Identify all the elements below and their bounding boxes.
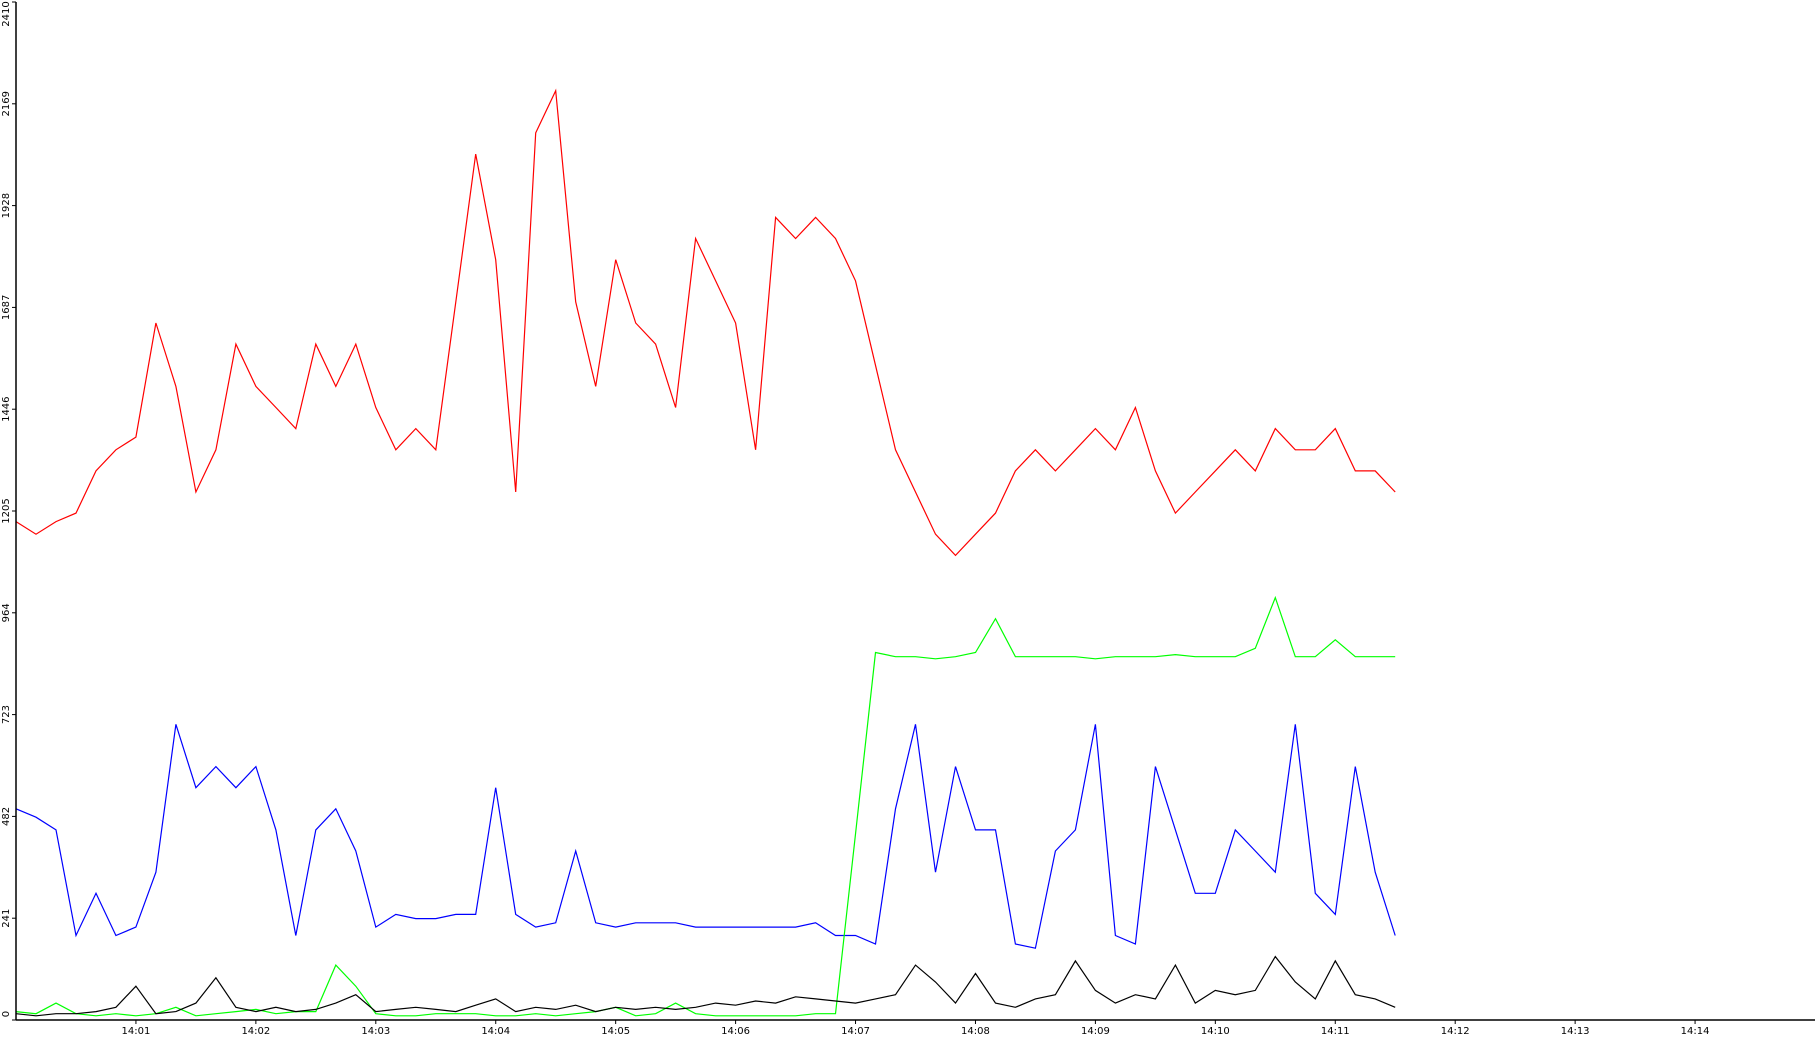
series-line	[15, 88, 1396, 557]
x-tick-label: 14:07	[841, 1026, 870, 1037]
x-tick-label: 14:05	[601, 1026, 630, 1037]
series-line	[15, 724, 1396, 949]
y-tick-label: 241	[1, 909, 12, 928]
x-tick-label: 14:03	[361, 1026, 390, 1037]
x-tick-label: 14:14	[1681, 1026, 1710, 1037]
y-tick-label: 723	[1, 705, 12, 724]
x-tick-label: 14:12	[1441, 1026, 1470, 1037]
y-tick-label: 1205	[1, 498, 12, 523]
y-tick-label: 964	[1, 603, 12, 622]
x-tick-label: 14:09	[1081, 1026, 1110, 1037]
x-tick-label: 14:02	[241, 1026, 270, 1037]
x-tick-label: 14:04	[481, 1026, 510, 1037]
y-tick-label: 2410	[1, 1, 12, 26]
y-tick-label: 1446	[1, 396, 12, 421]
x-tick-label: 14:08	[961, 1026, 990, 1037]
y-tick-label: 2169	[1, 91, 12, 116]
series-line	[15, 955, 1396, 1017]
y-tick-label: 0	[1, 1011, 12, 1017]
x-tick-label: 14:06	[721, 1026, 750, 1037]
x-tick-label: 14:01	[122, 1026, 151, 1037]
y-tick-label: 1687	[1, 295, 12, 320]
x-tick-label: 14:10	[1201, 1026, 1230, 1037]
y-tick-label: 482	[1, 807, 12, 826]
y-tick-label: 1928	[1, 193, 12, 218]
x-tick-label: 14:11	[1321, 1026, 1350, 1037]
series-line	[15, 595, 1396, 1017]
x-tick-label: 14:13	[1561, 1026, 1590, 1037]
